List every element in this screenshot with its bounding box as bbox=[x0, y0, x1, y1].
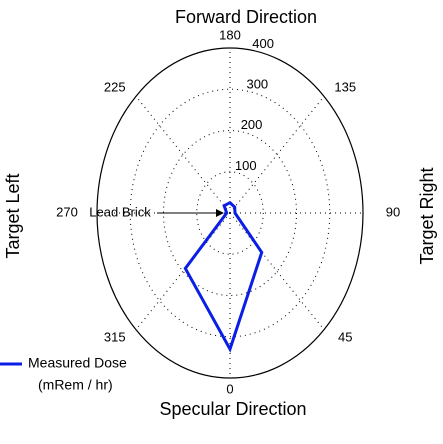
plot-area: 0 45 90 135 180 225 270 315 100 200 300 400 bbox=[56, 27, 400, 396]
theta-tick-label: 90 bbox=[386, 204, 400, 219]
theta-tick-label: 270 bbox=[56, 204, 78, 219]
theta-tick-label: 180 bbox=[219, 27, 241, 42]
data-line bbox=[183, 200, 264, 353]
grid-ring bbox=[163, 130, 297, 296]
theta-tick-label: 225 bbox=[104, 79, 126, 94]
r-tick-label: 400 bbox=[252, 36, 274, 51]
left-label: Target Left bbox=[3, 173, 23, 258]
bottom-label: Specular Direction bbox=[159, 399, 306, 419]
r-tick-label: 300 bbox=[246, 77, 268, 92]
theta-tick-label: 0 bbox=[226, 381, 233, 396]
theta-tick-label: 45 bbox=[338, 330, 352, 345]
spoke bbox=[135, 96, 231, 214]
spoke bbox=[135, 212, 231, 330]
spoke bbox=[229, 96, 325, 214]
r-tick-label: 100 bbox=[235, 158, 257, 173]
legend-label: Measured Dose bbox=[28, 355, 127, 371]
legend-units: (mRem / hr) bbox=[38, 377, 113, 393]
spoke bbox=[229, 212, 325, 330]
grid-ring bbox=[196, 171, 264, 255]
r-tick-label: 200 bbox=[241, 117, 263, 132]
theta-tick-label: 135 bbox=[334, 79, 356, 94]
theta-tick-label: 315 bbox=[104, 330, 126, 345]
annotation: Lead Brick bbox=[89, 204, 151, 219]
grid-ring bbox=[129, 88, 331, 338]
chart-title: Forward Direction bbox=[175, 7, 317, 27]
right-label: Target Right bbox=[417, 167, 437, 264]
outer-ring bbox=[96, 47, 364, 379]
